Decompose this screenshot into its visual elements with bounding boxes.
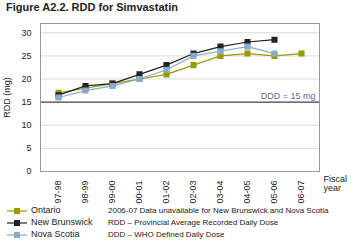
svg-text:03-04: 03-04: [215, 181, 225, 204]
svg-text:5: 5: [26, 143, 31, 153]
svg-text:00-01: 00-01: [134, 181, 144, 204]
svg-text:0: 0: [26, 166, 31, 176]
svg-text:04-05: 04-05: [242, 181, 252, 204]
svg-text:99-00: 99-00: [107, 181, 117, 204]
svg-text:01-02: 01-02: [161, 181, 171, 204]
svg-text:97-98: 97-98: [53, 181, 63, 204]
svg-text:02-03: 02-03: [188, 181, 198, 204]
svg-text:Fiscalyear: Fiscalyear: [324, 174, 348, 193]
html-text:Nova Scotia: Nova Scotia: [31, 229, 80, 239]
svg-text:20: 20: [21, 74, 31, 84]
svg-text:15: 15: [21, 97, 31, 107]
html-text:RDD – Provincial Average Recor: RDD – Provincial Average Recorded Daily …: [108, 218, 279, 227]
svg-text:98-99: 98-99: [80, 181, 90, 204]
svg-text:10: 10: [21, 120, 31, 130]
html-text:Figure A2.2. RDD for Simvastat: Figure A2.2. RDD for Simvastatin: [6, 1, 178, 13]
svg-text:06-07: 06-07: [296, 181, 306, 204]
svg-text:05-06: 05-06: [269, 181, 279, 204]
svg-text:25: 25: [21, 51, 31, 61]
html-text:Ontario: Ontario: [31, 205, 61, 215]
html-text:DDD – WHO Defined Daily Dose: DDD – WHO Defined Daily Dose: [108, 230, 225, 239]
html-text:New Brunswick: New Brunswick: [31, 217, 93, 227]
svg-text:DDD = 15 mg: DDD = 15 mg: [261, 91, 316, 101]
svg-text:30: 30: [21, 28, 31, 38]
html-text:2006-07 Data unavailable for N: 2006-07 Data unavailable for New Brunswi…: [108, 206, 329, 215]
svg-text:RDD (mg): RDD (mg): [2, 77, 12, 118]
